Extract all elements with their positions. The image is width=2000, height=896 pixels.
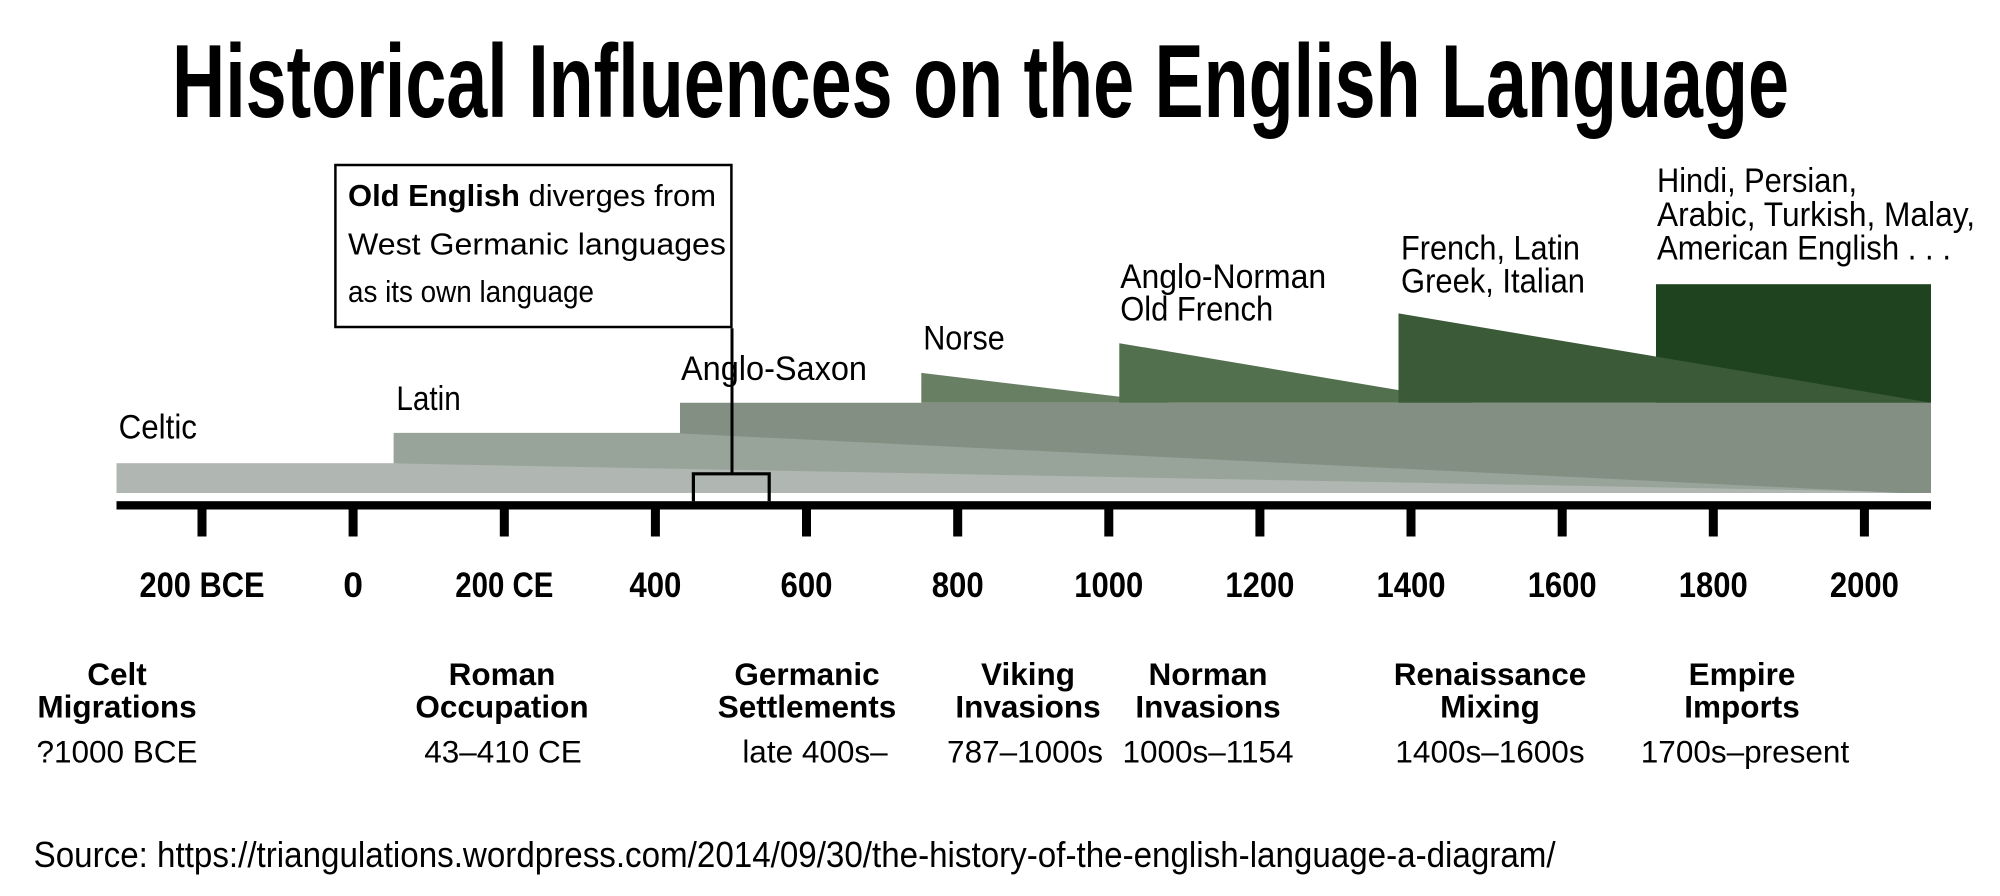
svg-text:Arabic, Turkish, Malay,: Arabic, Turkish, Malay,: [1657, 196, 1975, 234]
svg-text:Migrations: Migrations: [37, 689, 196, 725]
svg-text:43–410 CE: 43–410 CE: [424, 734, 582, 770]
svg-text:Imports: Imports: [1684, 689, 1800, 725]
svg-text:?1000 BCE: ?1000 BCE: [36, 734, 197, 770]
svg-text:200 CE: 200 CE: [455, 565, 553, 605]
svg-text:Source: https://triangulations: Source: https://triangulations.wordpress…: [34, 834, 1556, 875]
svg-text:1000s–1154: 1000s–1154: [1122, 734, 1293, 770]
svg-text:2000: 2000: [1830, 565, 1899, 605]
svg-text:Viking: Viking: [981, 656, 1075, 692]
svg-text:Celtic: Celtic: [119, 408, 197, 446]
svg-text:Historical Influences on the E: Historical Influences on the English Lan…: [172, 24, 1789, 140]
svg-text:as its own language: as its own language: [348, 275, 594, 309]
svg-text:1200: 1200: [1225, 565, 1294, 605]
svg-text:400: 400: [629, 565, 681, 605]
svg-text:200 BCE: 200 BCE: [140, 565, 265, 605]
svg-text:1600: 1600: [1528, 565, 1597, 605]
svg-text:Occupation: Occupation: [415, 689, 588, 725]
svg-text:1400s–1600s: 1400s–1600s: [1395, 734, 1584, 770]
svg-text:Hindi, Persian,: Hindi, Persian,: [1657, 162, 1857, 200]
svg-text:Old English diverges from: Old English diverges from: [348, 179, 716, 213]
svg-text:Greek, Italian: Greek, Italian: [1401, 262, 1585, 300]
svg-text:French, Latin: French, Latin: [1401, 229, 1580, 267]
svg-text:800: 800: [932, 565, 984, 605]
svg-text:Old French: Old French: [1120, 290, 1273, 328]
svg-text:1700s–present: 1700s–present: [1641, 734, 1850, 770]
svg-text:Invasions: Invasions: [955, 689, 1100, 725]
svg-text:Anglo-Saxon: Anglo-Saxon: [681, 350, 867, 388]
svg-text:Anglo-Norman: Anglo-Norman: [1120, 258, 1326, 296]
svg-text:Germanic: Germanic: [734, 656, 879, 692]
svg-text:600: 600: [781, 565, 833, 605]
svg-text:0: 0: [343, 565, 363, 605]
svg-text:Invasions: Invasions: [1135, 689, 1280, 725]
svg-text:Latin: Latin: [396, 380, 460, 418]
svg-text:American English . . .: American English . . .: [1657, 229, 1951, 267]
svg-text:Celt: Celt: [87, 656, 147, 692]
svg-text:West Germanic languages: West Germanic languages: [348, 228, 726, 262]
svg-text:1400: 1400: [1377, 565, 1446, 605]
svg-text:Empire: Empire: [1689, 656, 1796, 692]
svg-text:Settlements: Settlements: [718, 689, 897, 725]
svg-text:Roman: Roman: [449, 656, 556, 692]
svg-text:Norman: Norman: [1148, 656, 1267, 692]
svg-text:Mixing: Mixing: [1440, 689, 1540, 725]
svg-text:1800: 1800: [1679, 565, 1748, 605]
svg-text:late 400s–: late 400s–: [742, 734, 888, 770]
svg-text:1000: 1000: [1074, 565, 1143, 605]
svg-text:Renaissance: Renaissance: [1394, 656, 1587, 692]
svg-text:Norse: Norse: [923, 320, 1005, 358]
svg-text:787–1000s: 787–1000s: [947, 734, 1103, 770]
